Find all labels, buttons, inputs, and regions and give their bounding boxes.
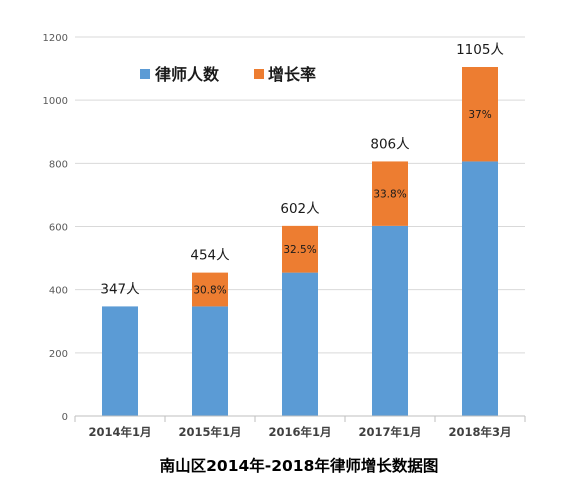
- bar-lawyers: [372, 225, 408, 416]
- y-tick-label: 1000: [43, 96, 68, 107]
- bar-growth-rate: [372, 161, 408, 226]
- total-labels: 347人 454人 602人 806人 1105人: [100, 42, 504, 297]
- chart-title: 南山区2014年-2018年律师增长数据图: [160, 456, 439, 475]
- rate-label: 33.8%: [373, 189, 406, 201]
- bars: [102, 67, 498, 416]
- y-tick-label: 0: [62, 412, 68, 423]
- rate-label: 32.5%: [283, 244, 316, 256]
- legend-swatch-growth-rate: [254, 69, 264, 79]
- legend-label-growth-rate: 增长率: [268, 65, 316, 84]
- rate-labels: 30.8% 32.5% 33.8% 37%: [193, 109, 491, 296]
- legend-label-lawyers: 律师人数: [155, 65, 220, 84]
- x-tick-label: 2015年1月: [178, 425, 241, 439]
- rate-label: 30.8%: [193, 285, 226, 297]
- total-label: 602人: [280, 201, 320, 217]
- total-label: 806人: [370, 136, 410, 152]
- legend: 律师人数 增长率: [140, 65, 316, 84]
- y-tick-label: 600: [49, 223, 68, 234]
- y-axis-ticks: 0 200 400 600 800 1000 1200: [43, 33, 68, 423]
- bar-growth-rate: [282, 225, 318, 273]
- y-tick-label: 400: [49, 286, 68, 297]
- x-axis: [74, 415, 526, 422]
- total-label: 454人: [190, 248, 230, 264]
- x-tick-label: 2017年1月: [358, 425, 421, 439]
- bar-lawyers: [102, 306, 138, 416]
- y-tick-label: 800: [49, 159, 68, 170]
- legend-swatch-lawyers: [140, 69, 150, 79]
- x-axis-labels: 2014年1月 2015年1月 2016年1月 2017年1月 2018年3月: [88, 425, 511, 439]
- y-tick-label: 200: [49, 349, 68, 360]
- bar-growth-rate: [192, 272, 228, 307]
- total-label: 1105人: [456, 42, 504, 58]
- x-tick-label: 2018年3月: [448, 425, 511, 439]
- bar-growth-rate: [462, 67, 498, 162]
- y-tick-label: 1200: [43, 33, 68, 44]
- bar-lawyers: [192, 306, 228, 416]
- total-label: 347人: [100, 281, 140, 297]
- rate-label: 37%: [468, 109, 491, 121]
- bar-lawyers: [462, 161, 498, 416]
- x-tick-label: 2014年1月: [88, 425, 151, 439]
- x-tick-label: 2016年1月: [268, 425, 331, 439]
- bar-lawyers: [282, 272, 318, 416]
